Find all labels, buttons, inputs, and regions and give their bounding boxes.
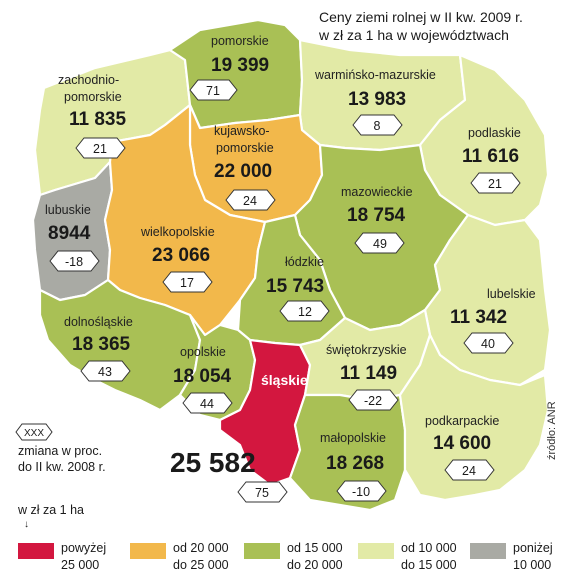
- region-price-opolskie: 18 054: [173, 366, 232, 387]
- legend-item-below-10000-line1: poniżej: [513, 541, 553, 555]
- change-value-kujawsko-pomorskie: 24: [243, 194, 257, 208]
- region-price-lodzkie: 15 743: [266, 276, 324, 297]
- region-label-lubelskie: lubelskie: [487, 287, 536, 301]
- change-badge-opolskie: [182, 392, 233, 414]
- region-label-zachodniopomorskie-2: pomorskie: [64, 90, 122, 104]
- legend-item-10000-15000-line1: od 10 000: [401, 541, 457, 555]
- arrow-down-icon: ↓: [24, 519, 29, 530]
- change-value-zachodniopomorskie: 21: [93, 142, 107, 156]
- change-badge-slaskie: [237, 481, 288, 503]
- region-price-podlaskie: 11 616: [462, 146, 519, 167]
- change-badge-podlaskie: [470, 172, 521, 194]
- region-label-wielkopolskie: wielkopolskie: [140, 225, 215, 239]
- change-value-malopolskie: -10: [352, 485, 370, 499]
- region-label-slaskie: śląskie: [261, 372, 308, 388]
- legend-badge-text: XXX: [24, 428, 44, 439]
- map-title-line2: w zł za 1 ha w województwach: [319, 27, 509, 43]
- legend-item-above-25000-line2: 25 000: [61, 558, 100, 572]
- change-badge-podkarpackie: [444, 459, 495, 481]
- region-label-warminsko-mazurskie: warmińsko-mazurskie: [314, 68, 436, 82]
- region-label-pomorskie: pomorskie: [211, 34, 269, 48]
- region-label-dolnoslaskie: dolnośląskie: [64, 315, 133, 329]
- map-title-line1: Ceny ziemi rolnej w II kw. 2009 r.: [319, 9, 523, 25]
- region-price-pomorskie: 19 399: [211, 55, 269, 76]
- region-price-lubuskie: 8944: [48, 223, 91, 244]
- legend-item-15000-20000-line1: od 15 000: [287, 541, 343, 555]
- legend-item-20000-25000-line2: do 25 000: [173, 558, 229, 572]
- region-price-slaskie: 25 582: [170, 447, 256, 478]
- change-value-wielkopolskie: 17: [180, 276, 194, 290]
- region-price-warminsko-mazurskie: 13 983: [348, 89, 406, 110]
- legend-swatch-above-25000: [18, 543, 54, 559]
- change-value-lubelskie: 40: [481, 337, 495, 351]
- region-label-opolskie: opolskie: [180, 345, 226, 359]
- region-price-malopolskie: 18 268: [326, 453, 384, 474]
- change-value-dolnoslaskie: 43: [98, 365, 112, 379]
- legend-item-20000-25000-line1: od 20 000: [173, 541, 229, 555]
- legend-change-line2: do II kw. 2008 r.: [18, 460, 106, 474]
- legend-item-above-25000: powyżej 25 000: [18, 540, 128, 576]
- region-label-zachodniopomorskie-1: zachodnio-: [58, 73, 119, 87]
- change-badge-kujawsko-pomorskie: [225, 189, 276, 211]
- region-label-podkarpackie: podkarpackie: [425, 414, 499, 428]
- map-title: Ceny ziemi rolnej w II kw. 2009 r. w zł …: [319, 8, 523, 44]
- change-badge-malopolskie: [336, 480, 387, 502]
- legend-item-20000-25000: od 20 000 do 25 000: [130, 540, 240, 576]
- change-value-podlaskie: 21: [488, 177, 502, 191]
- change-value-mazowieckie: 49: [373, 237, 387, 251]
- region-price-swietokrzyskie: 11 149: [340, 363, 397, 384]
- region-price-dolnoslaskie: 18 365: [72, 334, 131, 355]
- region-podkarpackie[interactable]: [398, 333, 550, 502]
- change-badge-wielkopolskie: [162, 271, 213, 293]
- legend-item-below-10000: poniżej 10 000: [470, 540, 570, 576]
- change-value-podkarpackie: 24: [462, 464, 476, 478]
- legend-item-above-25000-line1: powyżej: [61, 541, 107, 555]
- region-label-kujawsko-pomorskie-2: pomorskie: [216, 141, 274, 155]
- source-note: źródło: ANR: [546, 401, 558, 460]
- change-value-opolskie: 44: [200, 397, 214, 411]
- change-badge-lubelskie: [463, 332, 514, 354]
- region-label-kujawsko-pomorskie-1: kujawsko-: [214, 124, 270, 138]
- change-value-lubuskie: -18: [65, 255, 83, 269]
- change-badge-dolnoslaskie: [80, 360, 131, 382]
- legend-swatch-10000-15000: [358, 543, 394, 559]
- change-value-lodzkie: 12: [298, 305, 312, 319]
- legend-swatch-15000-20000: [244, 543, 280, 559]
- legend-change-line1: zmiana w proc.: [18, 444, 103, 458]
- change-badge-mazowieckie: [354, 232, 405, 254]
- region-price-zachodniopomorskie: 11 835: [69, 109, 126, 130]
- legend-swatch-20000-25000: [130, 543, 166, 559]
- region-label-lubuskie: lubuskie: [45, 203, 91, 217]
- region-price-mazowieckie: 18 754: [347, 205, 406, 226]
- region-price-wielkopolskie: 23 066: [152, 245, 210, 266]
- region-label-malopolskie: małopolskie: [320, 431, 386, 445]
- legend-item-15000-20000: od 15 000 do 20 000: [244, 540, 354, 576]
- legend-item-10000-15000: od 10 000 do 15 000: [358, 540, 468, 576]
- change-badge-pomorskie: [189, 79, 238, 101]
- legend-item-10000-15000-line2: do 15 000: [401, 558, 457, 572]
- region-label-lodzkie: łódzkie: [285, 255, 324, 269]
- change-value-pomorskie: 71: [206, 84, 220, 98]
- change-badge-lodzkie: [279, 300, 330, 322]
- change-badge-warminsko-mazurskie: [352, 114, 403, 136]
- change-badge-swietokrzyskie: [348, 389, 399, 411]
- change-value-swietokrzyskie: -22: [364, 394, 382, 408]
- legend-badge-sample: [15, 423, 53, 441]
- region-label-swietokrzyskie: świętokrzyskie: [326, 343, 407, 357]
- legend-change-note: zmiana w proc. do II kw. 2008 r.: [18, 443, 106, 475]
- region-price-kujawsko-pomorskie: 22 000: [214, 161, 272, 182]
- legend-unit: w zł za 1 ha: [18, 503, 85, 517]
- change-value-slaskie: 75: [255, 486, 269, 500]
- change-badge-lubuskie: [49, 250, 100, 272]
- legend-swatch-below-10000: [470, 543, 506, 559]
- region-price-podkarpackie: 14 600: [433, 433, 491, 454]
- legend-item-below-10000-line2: 10 000: [513, 558, 552, 572]
- region-label-mazowieckie: mazowieckie: [341, 185, 413, 199]
- change-value-warminsko-mazurskie: 8: [374, 119, 381, 133]
- region-label-podlaskie: podlaskie: [468, 126, 521, 140]
- change-badge-zachodniopomorskie: [75, 137, 126, 159]
- legend-item-15000-20000-line2: do 20 000: [287, 558, 343, 572]
- region-price-lubelskie: 11 342: [450, 307, 507, 328]
